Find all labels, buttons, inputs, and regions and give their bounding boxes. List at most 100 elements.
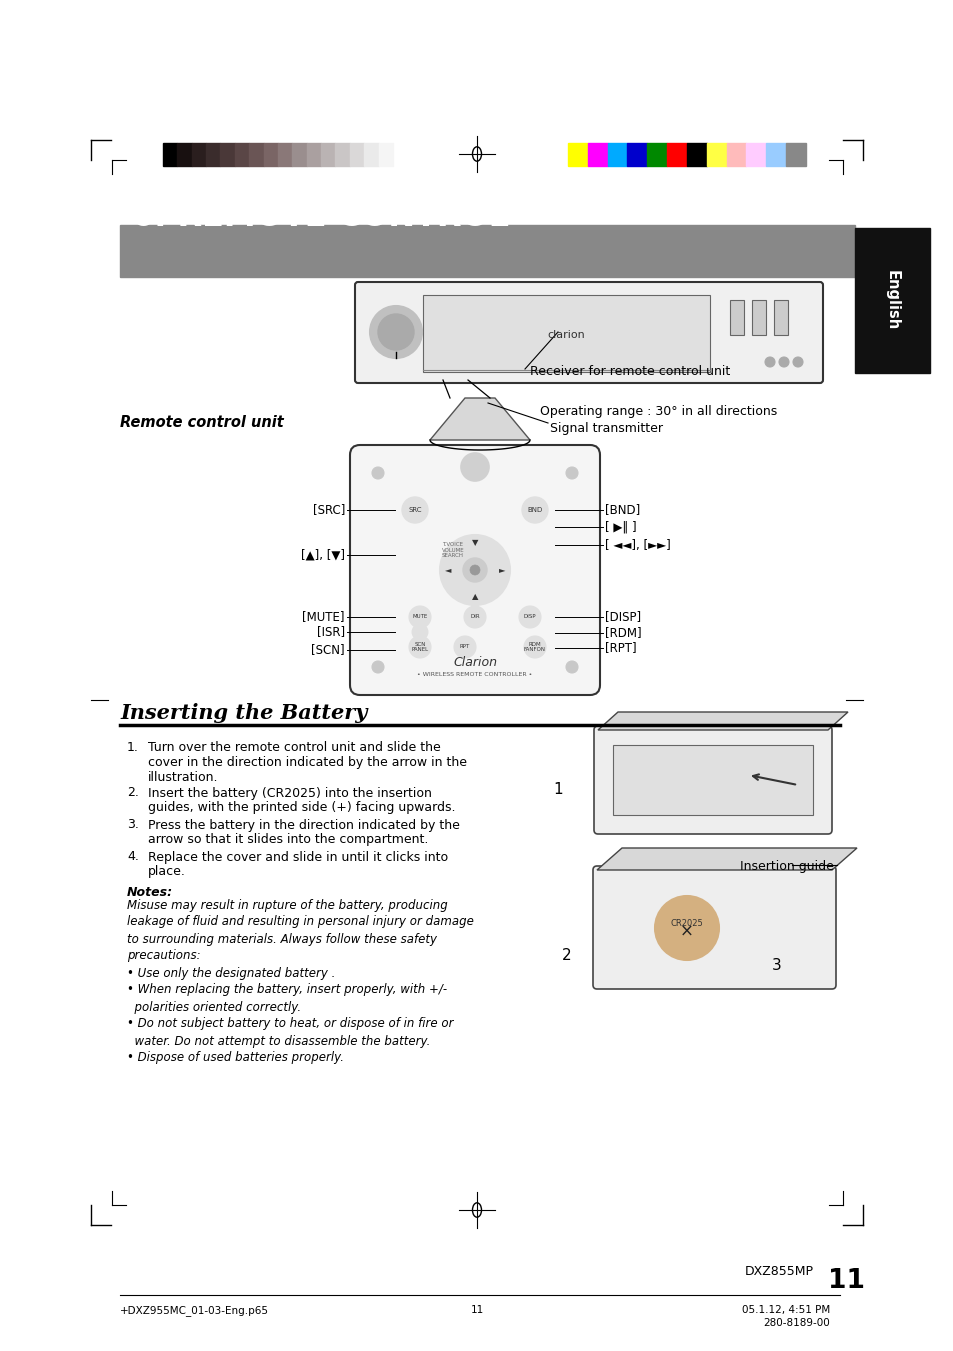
- Text: 2: 2: [561, 947, 571, 962]
- Text: 4.: 4.: [127, 851, 139, 863]
- Text: English: English: [883, 270, 899, 330]
- Bar: [607, 143, 627, 166]
- Text: clarion: clarion: [547, 330, 584, 340]
- FancyBboxPatch shape: [593, 866, 835, 989]
- Text: Remote control unit: Remote control unit: [120, 415, 283, 430]
- Text: RDM
FANFON: RDM FANFON: [523, 642, 545, 653]
- Bar: [587, 143, 607, 166]
- Bar: [177, 143, 192, 166]
- Text: [MUTE]: [MUTE]: [302, 611, 345, 624]
- Circle shape: [565, 467, 578, 480]
- FancyBboxPatch shape: [350, 444, 599, 694]
- Bar: [277, 143, 292, 166]
- Text: Operating range : 30° in all directions: Operating range : 30° in all directions: [539, 405, 777, 417]
- Text: 11: 11: [470, 1305, 483, 1315]
- Text: ◄: ◄: [444, 566, 451, 574]
- Bar: [745, 143, 765, 166]
- Text: 280-8189-00: 280-8189-00: [762, 1319, 829, 1328]
- Text: DXZ855MP: DXZ855MP: [744, 1265, 813, 1278]
- Circle shape: [377, 313, 414, 350]
- Text: • WIRELESS REMOTE CONTROLLER •: • WIRELESS REMOTE CONTROLLER •: [416, 673, 532, 677]
- Text: [SCN]: [SCN]: [311, 643, 345, 657]
- Text: [SRC]: [SRC]: [313, 504, 345, 516]
- Bar: [307, 143, 321, 166]
- Text: DIR: DIR: [470, 615, 479, 620]
- Bar: [773, 300, 787, 335]
- Bar: [785, 143, 805, 166]
- Circle shape: [460, 453, 489, 481]
- Bar: [321, 143, 335, 166]
- Circle shape: [462, 558, 486, 582]
- Bar: [422, 295, 709, 372]
- Bar: [364, 143, 378, 166]
- Text: [▲], [▼]: [▲], [▼]: [301, 549, 345, 562]
- Text: +DXZ955MC_01-03-Eng.p65: +DXZ955MC_01-03-Eng.p65: [120, 1305, 269, 1316]
- Text: ▲: ▲: [471, 593, 477, 601]
- Bar: [249, 143, 263, 166]
- Text: [BND]: [BND]: [604, 504, 639, 516]
- Bar: [765, 143, 785, 166]
- Text: Notes:: Notes:: [127, 885, 172, 898]
- Text: [ISR]: [ISR]: [316, 626, 345, 639]
- Bar: [120, 226, 854, 277]
- Text: ►: ►: [498, 566, 505, 574]
- Bar: [263, 143, 277, 166]
- Text: ▼: ▼: [471, 539, 477, 547]
- Text: 05.1.12, 4:51 PM: 05.1.12, 4:51 PM: [741, 1305, 829, 1315]
- Text: [RDM]: [RDM]: [604, 627, 641, 639]
- Text: Turn over the remote control unit and slide the
cover in the direction indicated: Turn over the remote control unit and sl…: [148, 740, 467, 784]
- Text: RPT: RPT: [459, 644, 470, 650]
- Circle shape: [454, 636, 476, 658]
- Circle shape: [409, 607, 431, 628]
- Bar: [729, 300, 743, 335]
- Bar: [686, 143, 706, 166]
- Text: Misuse may result in rupture of the battery, producing
leakage of fluid and resu: Misuse may result in rupture of the batt…: [127, 898, 474, 1065]
- Circle shape: [521, 497, 547, 523]
- Text: Press the battery in the direction indicated by the
arrow so that it slides into: Press the battery in the direction indic…: [148, 819, 459, 847]
- Polygon shape: [598, 712, 847, 730]
- Text: DISP: DISP: [523, 615, 536, 620]
- Circle shape: [764, 357, 774, 367]
- Bar: [726, 143, 745, 166]
- Text: T.VOICE
VOLUME
SEARCH: T.VOICE VOLUME SEARCH: [441, 542, 464, 558]
- Bar: [378, 143, 393, 166]
- Polygon shape: [430, 399, 530, 440]
- Bar: [751, 300, 765, 335]
- Text: 11: 11: [827, 1269, 864, 1294]
- Text: Receiver for remote control unit: Receiver for remote control unit: [530, 365, 729, 378]
- Bar: [666, 143, 686, 166]
- Text: ×: ×: [679, 923, 693, 942]
- Bar: [192, 143, 206, 166]
- Circle shape: [792, 357, 802, 367]
- Text: 3: 3: [771, 958, 781, 973]
- Circle shape: [372, 661, 384, 673]
- Text: [ ▶‖ ]: [ ▶‖ ]: [604, 520, 636, 534]
- Text: BND: BND: [527, 507, 542, 513]
- Bar: [854, 228, 929, 373]
- Circle shape: [779, 357, 788, 367]
- Text: Replace the cover and slide in until it clicks into
place.: Replace the cover and slide in until it …: [148, 851, 448, 878]
- Bar: [206, 143, 220, 166]
- Text: Inserting the Battery: Inserting the Battery: [120, 703, 367, 723]
- Circle shape: [463, 607, 485, 628]
- Bar: [220, 143, 234, 166]
- Text: Insertion guide: Insertion guide: [740, 861, 833, 873]
- Circle shape: [409, 636, 431, 658]
- Circle shape: [401, 497, 428, 523]
- Bar: [706, 143, 726, 166]
- Bar: [234, 143, 249, 166]
- Text: 1: 1: [553, 782, 562, 797]
- Bar: [163, 143, 177, 166]
- Text: Insert the battery (CR2025) into the insertion
guides, with the printed side (+): Insert the battery (CR2025) into the ins…: [148, 786, 455, 815]
- Circle shape: [470, 565, 479, 576]
- Bar: [292, 143, 307, 166]
- Circle shape: [518, 607, 540, 628]
- Bar: [567, 143, 587, 166]
- FancyBboxPatch shape: [594, 725, 831, 834]
- Circle shape: [439, 535, 510, 605]
- Circle shape: [372, 467, 384, 480]
- Text: 1.: 1.: [127, 740, 139, 754]
- Text: [DISP]: [DISP]: [604, 611, 640, 624]
- Text: [RPT]: [RPT]: [604, 642, 636, 654]
- Bar: [647, 143, 666, 166]
